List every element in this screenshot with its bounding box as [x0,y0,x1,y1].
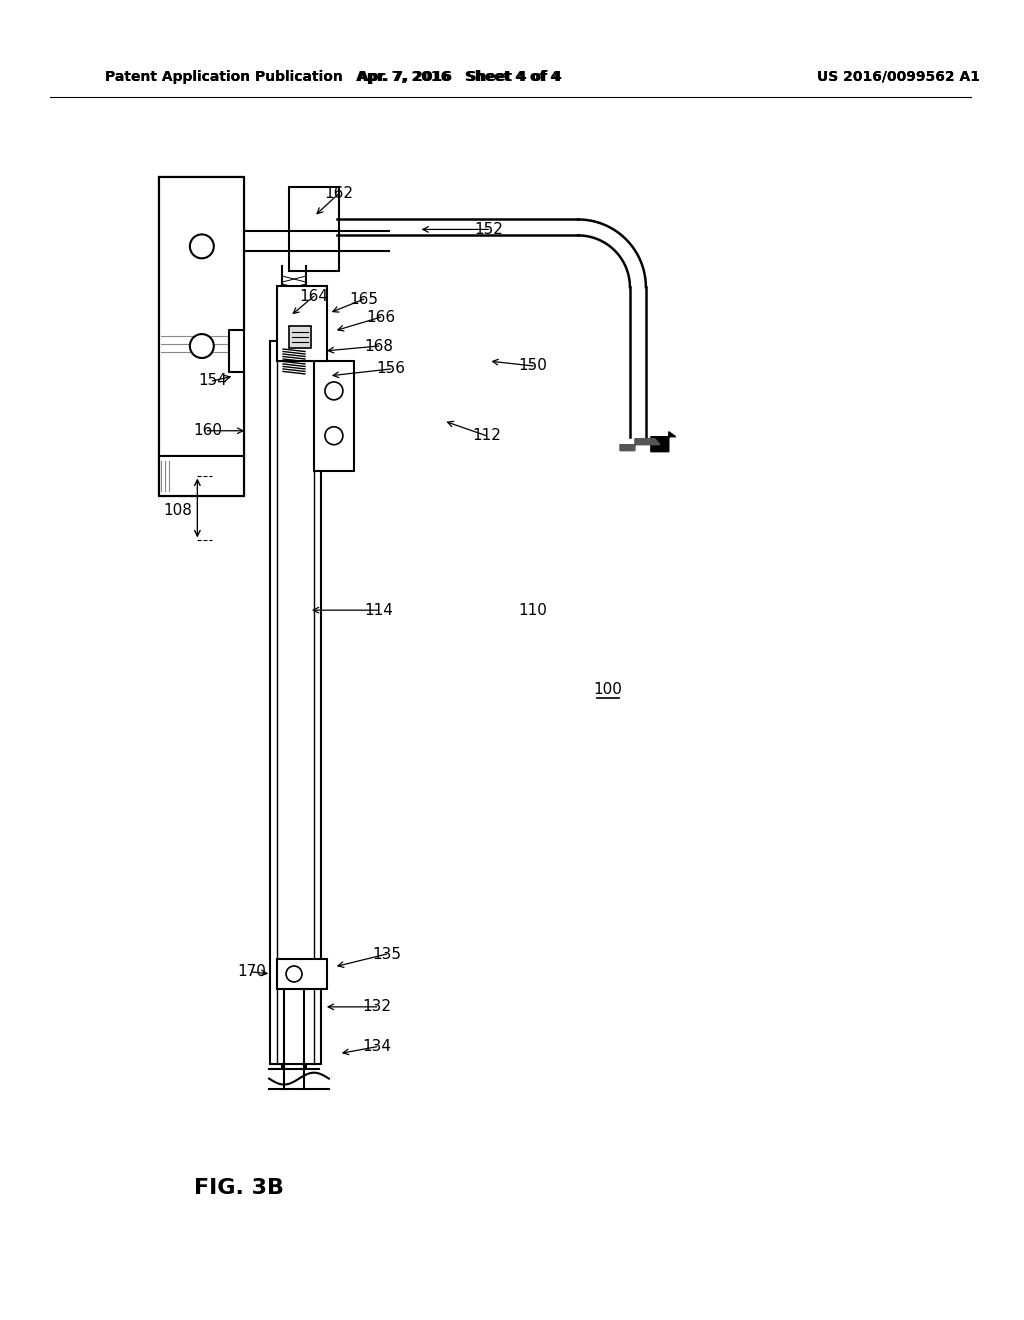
Text: US 2016/0099562 A1: US 2016/0099562 A1 [817,70,980,84]
Text: 135: 135 [373,946,401,961]
Text: 165: 165 [349,292,378,306]
Text: US 2016/0099562 A1: US 2016/0099562 A1 [817,70,980,84]
Text: 110: 110 [519,603,548,618]
Bar [314,360,354,471]
Text: Patent Application Publication: Patent Application Publication [104,70,342,84]
Text: 114: 114 [365,603,393,618]
Text: 154: 154 [198,374,226,388]
Text: 156: 156 [376,362,406,376]
Text: 150: 150 [519,359,548,374]
Text: 166: 166 [367,310,395,325]
Bar [278,286,327,360]
Text: 108: 108 [163,503,191,517]
Text: 152: 152 [474,222,503,236]
Text: FIG. 3B: FIG. 3B [195,1179,285,1199]
Circle shape [189,334,214,358]
Circle shape [325,381,343,400]
Polygon shape [620,438,659,450]
Polygon shape [651,432,676,451]
Bar [278,960,327,989]
Text: Patent Application Publication: Patent Application Publication [104,70,342,84]
Text: 164: 164 [299,289,329,304]
Circle shape [189,235,214,259]
Circle shape [325,426,343,445]
Text: 170: 170 [238,965,266,979]
Text: Apr. 7, 2016   Sheet 4 of 4: Apr. 7, 2016 Sheet 4 of 4 [358,70,562,84]
Circle shape [286,966,302,982]
Text: 134: 134 [362,1039,391,1055]
Polygon shape [160,177,244,495]
Bar [289,326,311,348]
Text: 168: 168 [365,338,393,354]
Bar [289,186,339,272]
Bar [160,455,244,495]
Text: 100: 100 [594,682,623,697]
Text: 160: 160 [193,424,222,438]
Text: Apr. 7, 2016   Sheet 4 of 4: Apr. 7, 2016 Sheet 4 of 4 [356,70,560,84]
Text: 112: 112 [472,428,501,444]
Bar [270,341,321,1064]
Text: 162: 162 [325,186,353,201]
Bar [160,177,244,455]
Text: 132: 132 [362,999,391,1014]
